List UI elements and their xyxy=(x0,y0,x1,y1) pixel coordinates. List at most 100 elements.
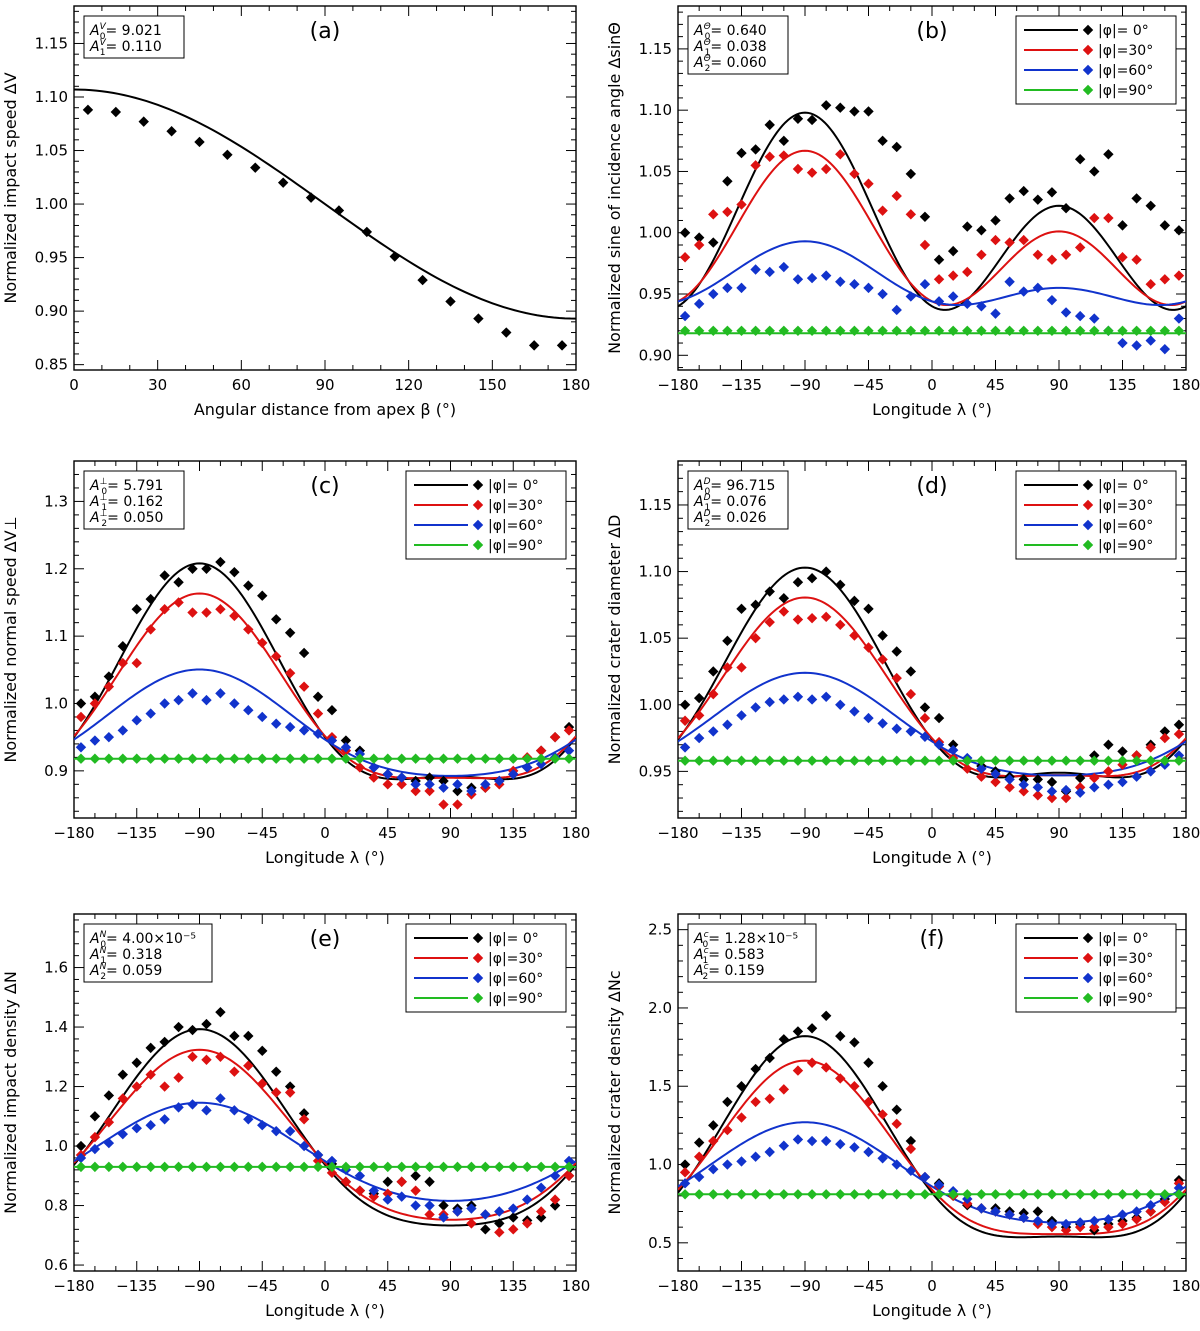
data-point-phi60 xyxy=(863,1146,874,1158)
legend-label-phi90: |φ|=90° xyxy=(1098,538,1153,554)
legend-marker-phi60 xyxy=(1082,972,1094,984)
data-point-phi30 xyxy=(863,1096,874,1108)
plot-area xyxy=(74,88,576,351)
data-point-phi60 xyxy=(750,1151,761,1162)
data-point-phi60 xyxy=(159,698,170,709)
legend-label-phi30: |φ|=30° xyxy=(1098,43,1153,59)
data-point-phi60 xyxy=(229,1105,240,1116)
data-point-phi60 xyxy=(947,291,959,302)
data-point-phi90 xyxy=(693,325,705,336)
fit-curve-phi60 xyxy=(678,1121,1186,1224)
y-tick-label: 2.0 xyxy=(648,999,672,1017)
data-point-phi90 xyxy=(1074,1189,1086,1200)
data-point-phi0 xyxy=(501,327,512,338)
data-point-phi60 xyxy=(933,739,945,750)
x-tick-label: −180 xyxy=(53,1277,94,1295)
fit-curve-phi30 xyxy=(74,592,576,780)
legend-marker-phi30 xyxy=(472,499,484,511)
x-tick-label: −45 xyxy=(246,824,278,842)
data-point-phi90 xyxy=(722,1189,733,1200)
data-point-phi60 xyxy=(891,304,902,316)
data-point-phi0 xyxy=(326,705,338,716)
y-tick-label: 1.10 xyxy=(639,101,672,119)
data-point-phi0 xyxy=(947,739,959,750)
data-point-phi0 xyxy=(243,1030,254,1042)
data-point-phi0 xyxy=(243,580,254,591)
x-tick-label: 135 xyxy=(1108,1277,1137,1295)
data-point-phi30 xyxy=(368,772,380,783)
data-point-phi30 xyxy=(257,1078,268,1089)
y-tick-label: 1.0 xyxy=(44,694,68,712)
data-point-phi90 xyxy=(103,753,115,764)
data-point-phi60 xyxy=(679,1178,691,1189)
x-tick-label: −90 xyxy=(789,824,821,842)
data-point-phi60 xyxy=(1018,779,1029,790)
data-point-phi0 xyxy=(835,1030,846,1042)
data-point-phi30 xyxy=(103,681,115,692)
data-point-phi30 xyxy=(549,731,561,743)
data-point-phi0 xyxy=(764,1052,775,1064)
coefficient-1: A⊥ 1= 0.162 xyxy=(89,493,163,513)
data-point-phi90 xyxy=(905,1189,917,1200)
legend-label-phi90: |φ|=90° xyxy=(1098,991,1153,1007)
data-point-phi90 xyxy=(905,755,917,766)
data-point-phi30 xyxy=(243,624,254,635)
legend-marker-phi0 xyxy=(1082,479,1094,491)
data-point-phi60 xyxy=(354,1170,366,1181)
data-point-phi30 xyxy=(1032,249,1044,260)
data-point-phi60 xyxy=(173,694,184,706)
data-point-phi30 xyxy=(679,715,691,726)
data-point-phi90 xyxy=(494,753,505,764)
data-point-phi60 xyxy=(1032,282,1044,294)
data-point-phi60 xyxy=(750,702,761,713)
data-point-phi30 xyxy=(905,1143,917,1155)
data-point-phi30 xyxy=(438,799,449,810)
legend-label-phi30: |φ|=30° xyxy=(488,951,543,967)
data-point-phi0 xyxy=(166,126,177,137)
data-point-phi0 xyxy=(962,221,973,232)
legend-label-phi30: |φ|=30° xyxy=(1098,951,1153,967)
data-point-phi90 xyxy=(891,1189,902,1200)
legend-label-phi60: |φ|=60° xyxy=(1098,63,1153,79)
data-point-phi60 xyxy=(778,261,790,273)
data-point-phi60 xyxy=(1004,1209,1015,1220)
data-point-phi30 xyxy=(173,597,184,608)
data-point-phi90 xyxy=(693,755,705,766)
data-point-phi60 xyxy=(1018,1212,1029,1223)
data-point-phi90 xyxy=(159,1161,170,1173)
data-point-phi0 xyxy=(976,225,987,236)
data-point-phi90 xyxy=(1060,755,1072,766)
x-axis-label: Angular distance from apex β (°) xyxy=(194,400,456,419)
data-point-phi60 xyxy=(257,711,268,723)
data-point-phi60 xyxy=(1131,771,1142,782)
x-tick-label: 120 xyxy=(394,376,423,394)
data-point-phi0 xyxy=(389,251,400,262)
data-point-phi90 xyxy=(145,753,156,764)
data-point-phi90 xyxy=(340,753,352,764)
data-point-phi60 xyxy=(75,742,87,753)
data-point-phi90 xyxy=(368,753,380,764)
data-point-phi60 xyxy=(1018,286,1029,297)
legend-label-phi0: |φ|= 0° xyxy=(488,478,539,494)
data-point-phi30 xyxy=(693,1151,705,1162)
data-point-phi60 xyxy=(103,731,115,743)
panel-tag: (d) xyxy=(916,474,947,499)
data-point-phi30 xyxy=(722,662,733,673)
data-point-phi90 xyxy=(933,325,945,336)
data-point-phi60 xyxy=(1145,766,1156,777)
plot-area xyxy=(678,100,1186,355)
data-point-phi90 xyxy=(792,325,804,336)
data-point-phi0 xyxy=(1145,200,1156,211)
data-point-phi0 xyxy=(110,106,122,118)
data-point-phi60 xyxy=(424,779,435,790)
data-point-phi30 xyxy=(919,239,931,251)
data-point-phi60 xyxy=(1046,786,1058,797)
data-point-phi60 xyxy=(1103,779,1114,790)
data-point-phi0 xyxy=(1032,774,1044,785)
data-point-phi30 xyxy=(1004,782,1015,793)
data-point-phi90 xyxy=(494,1161,505,1173)
data-point-phi90 xyxy=(354,753,366,764)
data-point-phi60 xyxy=(1159,343,1171,355)
data-point-phi60 xyxy=(563,745,575,756)
data-point-phi0 xyxy=(1018,185,1029,197)
